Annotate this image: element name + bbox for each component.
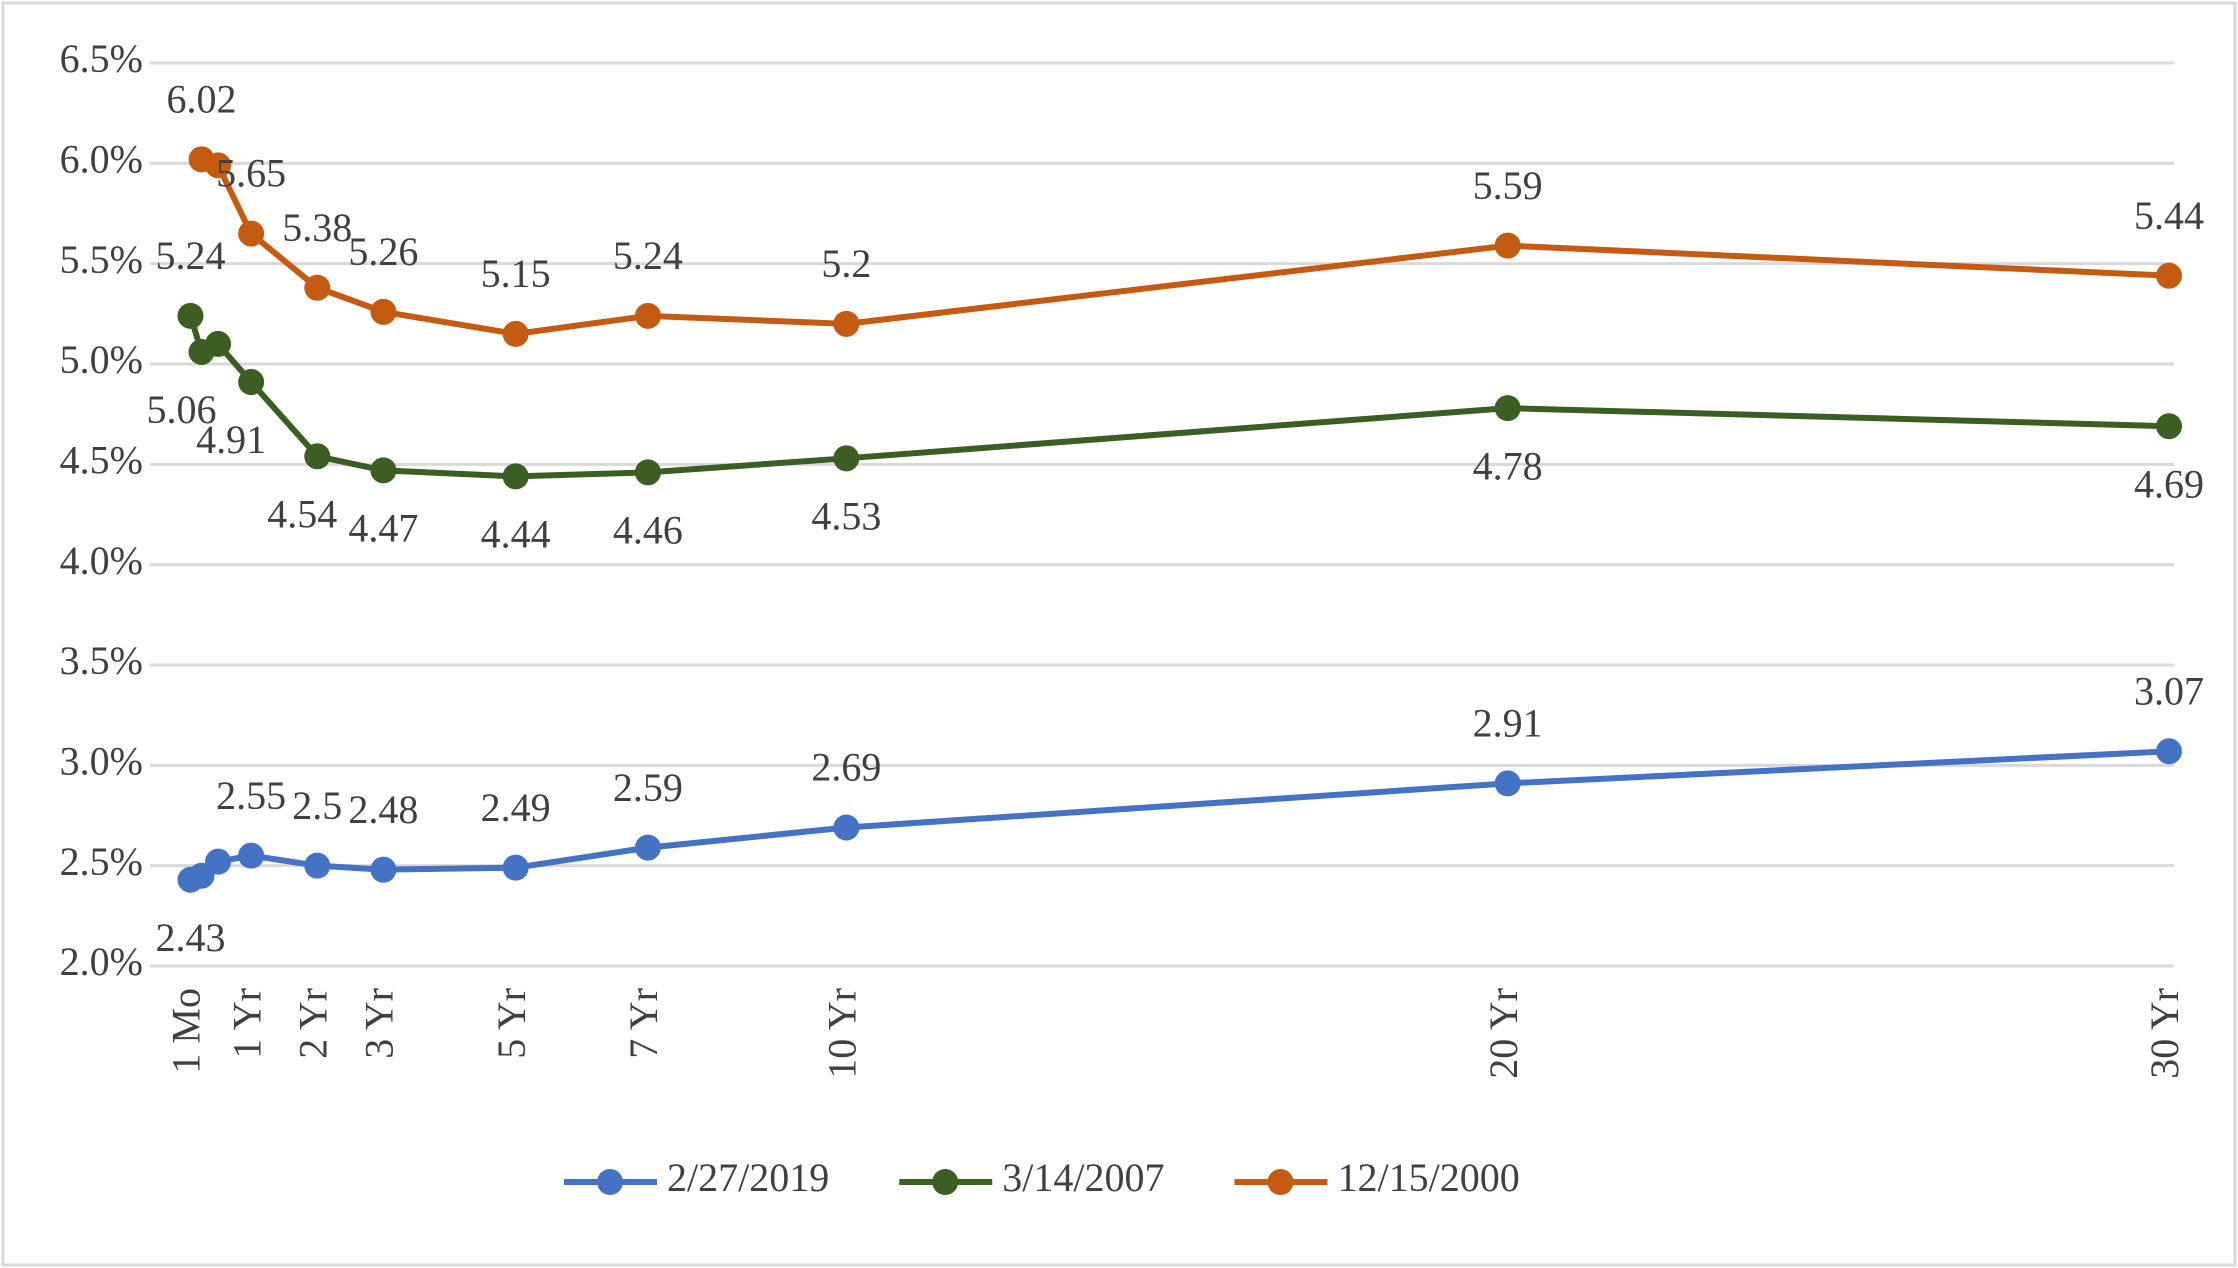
data-point [238, 369, 265, 396]
legend-label: 3/14/2007 [1002, 1155, 1164, 1200]
data-point [370, 298, 397, 325]
data-label: 4.46 [613, 508, 683, 553]
y-tick-label: 4.0% [60, 538, 143, 583]
data-point [833, 445, 860, 472]
legend-marker [932, 1169, 959, 1195]
data-label: 2.48 [348, 787, 418, 832]
legend-label: 12/15/2000 [1337, 1155, 1519, 1200]
data-label: 4.69 [2134, 461, 2204, 506]
data-label: 4.47 [348, 506, 418, 551]
data-point [304, 443, 331, 470]
data-label: 2.59 [613, 765, 683, 810]
y-tick-label: 6.0% [60, 137, 143, 182]
data-label: 5.65 [216, 151, 286, 196]
data-point [634, 459, 661, 486]
y-tick-label: 4.5% [60, 438, 143, 483]
data-point [2156, 262, 2182, 289]
data-point [177, 302, 204, 329]
x-tick-label: 10 Yr [820, 988, 865, 1079]
data-point [205, 330, 232, 357]
y-tick-label: 2.5% [60, 839, 143, 884]
series-line [200, 156, 2170, 337]
data-point [634, 302, 661, 329]
data-point [833, 814, 860, 841]
legend-marker [597, 1169, 623, 1195]
data-point [1494, 232, 1521, 259]
data-label: 4.53 [811, 493, 881, 538]
y-tick-label: 5.0% [60, 337, 143, 382]
data-label: 4.78 [1473, 443, 1543, 488]
data-point [502, 463, 529, 490]
data-point [833, 310, 860, 337]
data-point [370, 457, 397, 484]
legend-marker [1267, 1169, 1294, 1195]
x-tick-label: 5 Yr [489, 988, 534, 1059]
x-tick-label: 1 Mo [164, 988, 209, 1074]
data-label: 4.91 [196, 417, 266, 462]
y-tick-label: 3.0% [60, 739, 143, 784]
data-point [304, 274, 331, 301]
y-tick-label: 3.5% [60, 638, 143, 683]
data-point [1494, 770, 1521, 797]
data-point [205, 848, 232, 875]
data-point [238, 220, 265, 247]
data-point [502, 320, 529, 347]
data-label: 5.38 [282, 205, 352, 250]
data-point [238, 842, 265, 869]
data-label: 2.43 [156, 915, 226, 960]
data-label: 2.91 [1473, 701, 1543, 746]
y-tick-label: 6.5% [60, 36, 143, 81]
x-tick-label: 3 Yr [357, 988, 402, 1059]
x-tick-label: 7 Yr [621, 988, 666, 1059]
data-label: 4.44 [481, 512, 551, 557]
data-label: 2.5 [292, 783, 342, 828]
data-label: 5.2 [821, 241, 871, 286]
data-label: 2.49 [481, 785, 551, 830]
data-label: 5.24 [156, 233, 226, 278]
data-point [2156, 413, 2182, 440]
data-label: 5.06 [147, 387, 217, 432]
x-tick-label: 20 Yr [1481, 988, 1526, 1079]
data-point [502, 854, 529, 881]
data-point [205, 152, 232, 179]
data-label: 3.07 [2134, 668, 2204, 713]
data-label: 2.55 [216, 773, 286, 818]
data-label: 5.24 [613, 233, 683, 278]
x-tick-label: 1 Yr [224, 988, 269, 1059]
data-point [634, 834, 661, 861]
data-point [370, 856, 397, 883]
data-label: 6.02 [167, 76, 237, 121]
data-point [304, 852, 331, 879]
legend-label: 2/27/2019 [667, 1155, 829, 1200]
data-label: 4.54 [267, 491, 337, 536]
data-label: 5.44 [2134, 193, 2204, 238]
data-label: 5.26 [348, 229, 418, 274]
data-label: 5.15 [481, 251, 551, 296]
data-label: 5.59 [1473, 163, 1543, 208]
x-tick-label: 30 Yr [2142, 988, 2187, 1079]
data-point [1494, 395, 1521, 422]
y-tick-label: 5.5% [60, 237, 143, 282]
data-label: 2.69 [811, 745, 881, 790]
x-tick-label: 2 Yr [290, 988, 335, 1059]
data-point [2156, 738, 2182, 765]
y-tick-label: 2.0% [60, 939, 143, 984]
